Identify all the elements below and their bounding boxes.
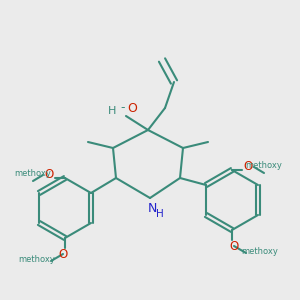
Text: methoxy: methoxy xyxy=(242,248,278,256)
Text: O: O xyxy=(44,169,54,182)
Text: -: - xyxy=(121,101,125,115)
Text: O: O xyxy=(230,239,238,253)
Text: O: O xyxy=(243,160,253,173)
Text: O: O xyxy=(127,101,137,115)
Text: methoxy: methoxy xyxy=(246,161,282,170)
Text: methoxy: methoxy xyxy=(19,256,56,265)
Text: H: H xyxy=(156,209,164,219)
Text: N: N xyxy=(147,202,157,214)
Text: O: O xyxy=(58,248,68,260)
Text: methoxy: methoxy xyxy=(15,169,51,178)
Text: H: H xyxy=(108,106,116,116)
